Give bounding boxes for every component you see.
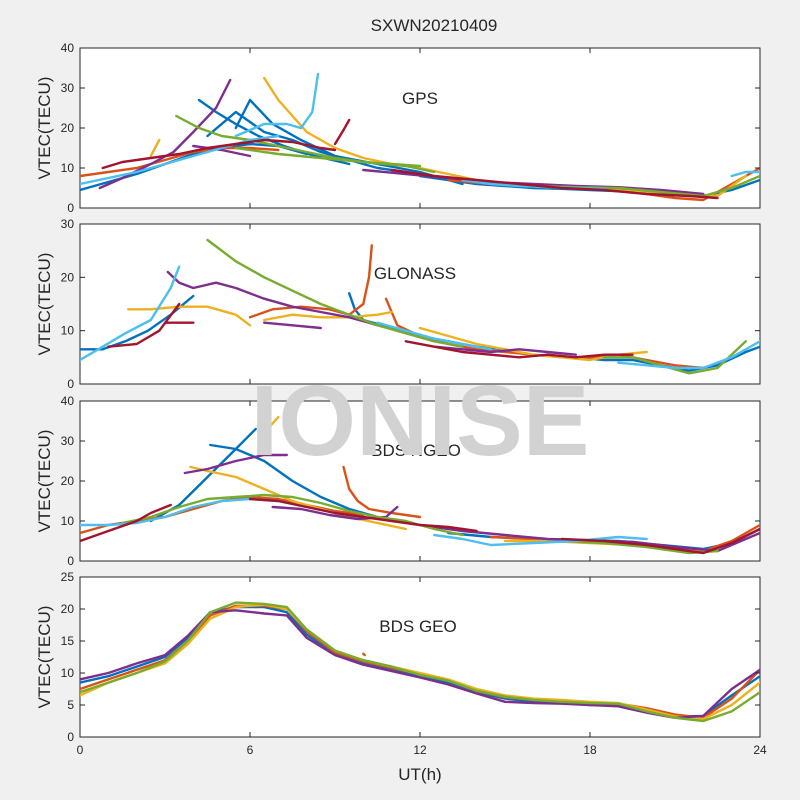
series-group bbox=[80, 415, 760, 555]
y-tick-label: 10 bbox=[61, 514, 75, 528]
y-tick-label: 0 bbox=[67, 554, 74, 568]
y-axis-label: VTEC(TECU) bbox=[35, 430, 54, 533]
series-line-12 bbox=[206, 238, 464, 348]
y-tick-label: 0 bbox=[67, 201, 74, 215]
series-line-18 bbox=[234, 72, 320, 138]
figure-title: SXWN20210409 bbox=[371, 16, 498, 35]
y-tick-label: 40 bbox=[61, 394, 75, 408]
series-line-12 bbox=[192, 144, 252, 158]
y-tick-label: 20 bbox=[61, 474, 75, 488]
y-tick-label: 25 bbox=[61, 570, 75, 584]
series-line-13 bbox=[121, 493, 464, 537]
series-line-17 bbox=[107, 302, 181, 348]
watermark: IONISE bbox=[251, 365, 590, 477]
y-axis-label: VTEC(TECU) bbox=[35, 253, 54, 356]
series-line-11 bbox=[98, 78, 232, 190]
y-tick-label: 10 bbox=[61, 666, 75, 680]
series-line-20 bbox=[730, 170, 760, 178]
series-line-9 bbox=[166, 270, 379, 327]
y-axis-label: VTEC(TECU) bbox=[35, 77, 54, 180]
panel-2: 0 10 20 30 VTEC(TECU) GLONASS bbox=[35, 217, 761, 391]
series-group bbox=[80, 72, 760, 202]
series-line-6 bbox=[362, 652, 366, 657]
series-line-8 bbox=[263, 415, 280, 435]
series-group bbox=[80, 238, 760, 375]
series-line-7 bbox=[263, 310, 393, 322]
series-line-15 bbox=[234, 146, 436, 174]
series-line-14 bbox=[80, 265, 181, 362]
series-line-21 bbox=[101, 138, 337, 170]
y-tick-label: 10 bbox=[61, 324, 75, 338]
series-line-11 bbox=[433, 345, 577, 356]
plot-area bbox=[79, 223, 761, 385]
series-line-10 bbox=[183, 453, 288, 475]
series-line-17 bbox=[80, 134, 280, 186]
panel-label: GLONASS bbox=[374, 264, 456, 283]
plot-area bbox=[79, 400, 761, 562]
panel-3: 0 10 20 30 40 VTEC(TECU) BDS NGEO bbox=[35, 394, 761, 568]
x-tick-label: 12 bbox=[413, 743, 427, 757]
y-tick-label: 30 bbox=[61, 81, 75, 95]
panel-4: 0 5 10 15 20 25 0 6 12 18 24 VTEC(TECU) BDS GEO bbox=[35, 570, 767, 757]
x-tick-label: 18 bbox=[583, 743, 597, 757]
x-tick-label: 0 bbox=[77, 743, 84, 757]
panel-label: BDS GEO bbox=[379, 617, 456, 636]
series-line-7 bbox=[189, 465, 407, 531]
y-axis-label: VTEC(TECU) bbox=[35, 606, 54, 709]
series-line-4 bbox=[80, 609, 760, 719]
y-tick-label: 10 bbox=[61, 161, 75, 175]
series-line-5 bbox=[342, 465, 422, 519]
series-line-16 bbox=[617, 340, 760, 370]
series-line-17 bbox=[80, 503, 172, 543]
series-line-18 bbox=[248, 497, 478, 533]
series-line-13 bbox=[603, 340, 747, 375]
series-line-6 bbox=[126, 305, 252, 327]
series-line-19 bbox=[560, 527, 760, 555]
y-tick-label: 40 bbox=[61, 41, 75, 55]
panel-label: GPS bbox=[402, 89, 438, 108]
y-tick-label: 20 bbox=[61, 121, 75, 135]
series-line-2 bbox=[209, 443, 379, 519]
y-tick-label: 15 bbox=[61, 634, 75, 648]
series-line-22 bbox=[333, 118, 351, 146]
series-line-5 bbox=[80, 601, 760, 723]
series-line-2 bbox=[197, 98, 351, 166]
y-tick-label: 5 bbox=[67, 698, 74, 712]
series-line-16 bbox=[433, 533, 648, 547]
y-tick-label: 0 bbox=[67, 377, 74, 391]
series-group bbox=[80, 601, 760, 723]
series-line-10 bbox=[263, 321, 322, 330]
x-tick-label: 6 bbox=[247, 743, 254, 757]
panels: 0 10 20 30 40 VTEC(TECU) GPS 0 10 20 30 VTEC(TECU) G… bbox=[35, 41, 767, 757]
panel-1: 0 10 20 30 40 VTEC(TECU) GPS bbox=[35, 41, 761, 215]
series-line-13 bbox=[362, 168, 705, 196]
series-line-6 bbox=[80, 146, 280, 178]
series-line-11 bbox=[271, 505, 399, 521]
x-tick-label: 24 bbox=[753, 743, 767, 757]
y-tick-label: 30 bbox=[61, 217, 75, 231]
series-line-15 bbox=[376, 321, 492, 351]
y-tick-label: 20 bbox=[61, 270, 75, 284]
y-tick-label: 0 bbox=[67, 730, 74, 744]
x-axis-label: UT(h) bbox=[398, 765, 441, 784]
series-line-23 bbox=[390, 168, 719, 200]
y-tick-label: 20 bbox=[61, 602, 75, 616]
series-line-19 bbox=[404, 340, 634, 359]
plot-area bbox=[79, 47, 761, 209]
panel-label: BDS NGEO bbox=[371, 441, 461, 460]
y-tick-label: 30 bbox=[61, 434, 75, 448]
series-line-8 bbox=[149, 138, 161, 158]
